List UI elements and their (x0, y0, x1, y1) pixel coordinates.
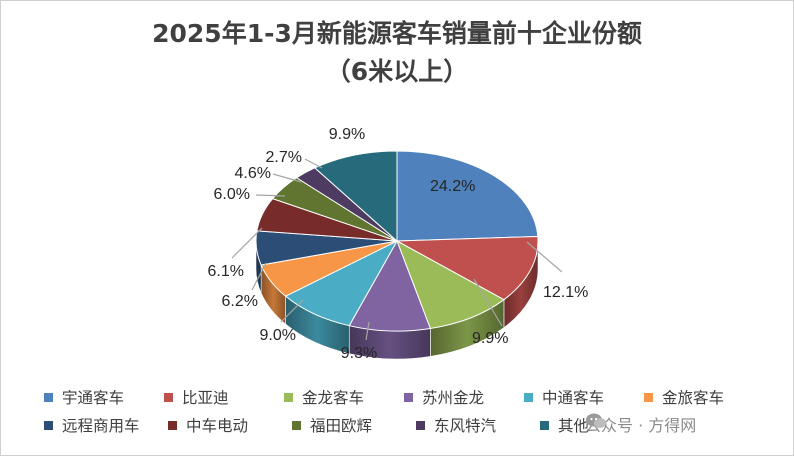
chart-title: 2025年1-3月新能源客车销量前十企业份额 (152, 19, 642, 48)
legend-label: 福田欧辉 (310, 417, 373, 435)
legend-label: 远程商用车 (62, 417, 140, 435)
leader-line-9 (272, 173, 302, 183)
legend-item: 中通客车 (524, 386, 644, 408)
legend-label: 东风特汽 (434, 417, 497, 435)
legend-item: 宇通客车 (44, 386, 164, 408)
leader-line-4 (365, 321, 370, 341)
data-label-6: 6.2% (222, 293, 258, 310)
legend-swatch (44, 392, 53, 402)
pie-slice-3 (396, 239, 505, 330)
leader-line-7 (231, 227, 263, 259)
legend-item: 福田欧辉 (292, 414, 416, 436)
legend-label: 苏州金龙 (422, 389, 485, 407)
leader-line-3 (473, 278, 503, 327)
watermark-text: 公众号 · 方得网 (585, 416, 697, 435)
legend-item: 其他 (540, 414, 664, 436)
legend-item: 中车电动 (168, 414, 292, 436)
legend-item: 比亚迪 (164, 386, 284, 408)
legend-swatch (168, 420, 177, 430)
legend-swatch (404, 392, 413, 402)
leader-line-8 (255, 194, 286, 197)
leader-line-6 (251, 262, 267, 291)
legend-row: 宇通客车 比亚迪 金龙客车 苏州金龙 中通客车 金旅客车 (44, 383, 764, 411)
leader-line-2 (526, 241, 563, 273)
legend-item: 金龙客车 (284, 386, 404, 408)
leader-line-5 (280, 299, 304, 323)
legend-item: 远程商用车 (44, 414, 168, 436)
legend-item: 东风特汽 (416, 414, 540, 436)
pie-slice-1 (396, 150, 539, 242)
pie-slice-11 (313, 150, 398, 243)
legend-label: 其他 (558, 417, 590, 435)
data-label-7: 6.1% (208, 263, 244, 280)
legend: 宇通客车 比亚迪 金龙客车 苏州金龙 中通客车 金旅客车 远程商用车 中车电动 福田欧辉 东风特… (44, 383, 764, 439)
watermark: 公众号 · 方得网 (585, 412, 696, 436)
pie-slice-2 (395, 235, 539, 301)
chart-subtitle: （6米以上） (325, 57, 469, 86)
data-label-2: 12.1% (543, 284, 588, 301)
legend-swatch (284, 392, 293, 402)
legend-label: 比亚迪 (182, 389, 229, 407)
legend-swatch (416, 420, 425, 430)
legend-swatch (524, 392, 533, 402)
pie-slice-4 (348, 239, 432, 332)
data-label-4: 9.3% (341, 345, 377, 362)
legend-swatch (164, 392, 173, 402)
legend-row: 远程商用车 中车电动 福田欧辉 东风特汽 其他 (44, 411, 764, 439)
data-label-10: 2.7% (266, 149, 302, 166)
legend-label: 金龙客车 (302, 389, 365, 407)
legend-swatch (44, 420, 53, 430)
data-label-1: 24.2% (430, 178, 475, 195)
data-label-9: 4.6% (235, 165, 271, 182)
legend-item: 苏州金龙 (404, 386, 524, 408)
legend-label: 中车电动 (186, 417, 249, 435)
data-label-5: 9.0% (260, 327, 296, 344)
data-label-8: 6.0% (214, 186, 250, 203)
data-label-3: 9.9% (472, 330, 508, 347)
wechat-icon (586, 413, 606, 428)
legend-swatch (292, 420, 301, 430)
legend-label: 中通客车 (542, 389, 605, 407)
legend-swatch (540, 420, 549, 430)
data-label-11: 9.9% (329, 126, 365, 143)
legend-label: 宇通客车 (62, 389, 125, 407)
legend-swatch (644, 392, 653, 402)
leader-line-10 (304, 158, 323, 169)
legend-label: 金旅客车 (662, 389, 725, 407)
pie-slice-5 (284, 239, 399, 327)
legend-item: 金旅客车 (644, 386, 764, 408)
